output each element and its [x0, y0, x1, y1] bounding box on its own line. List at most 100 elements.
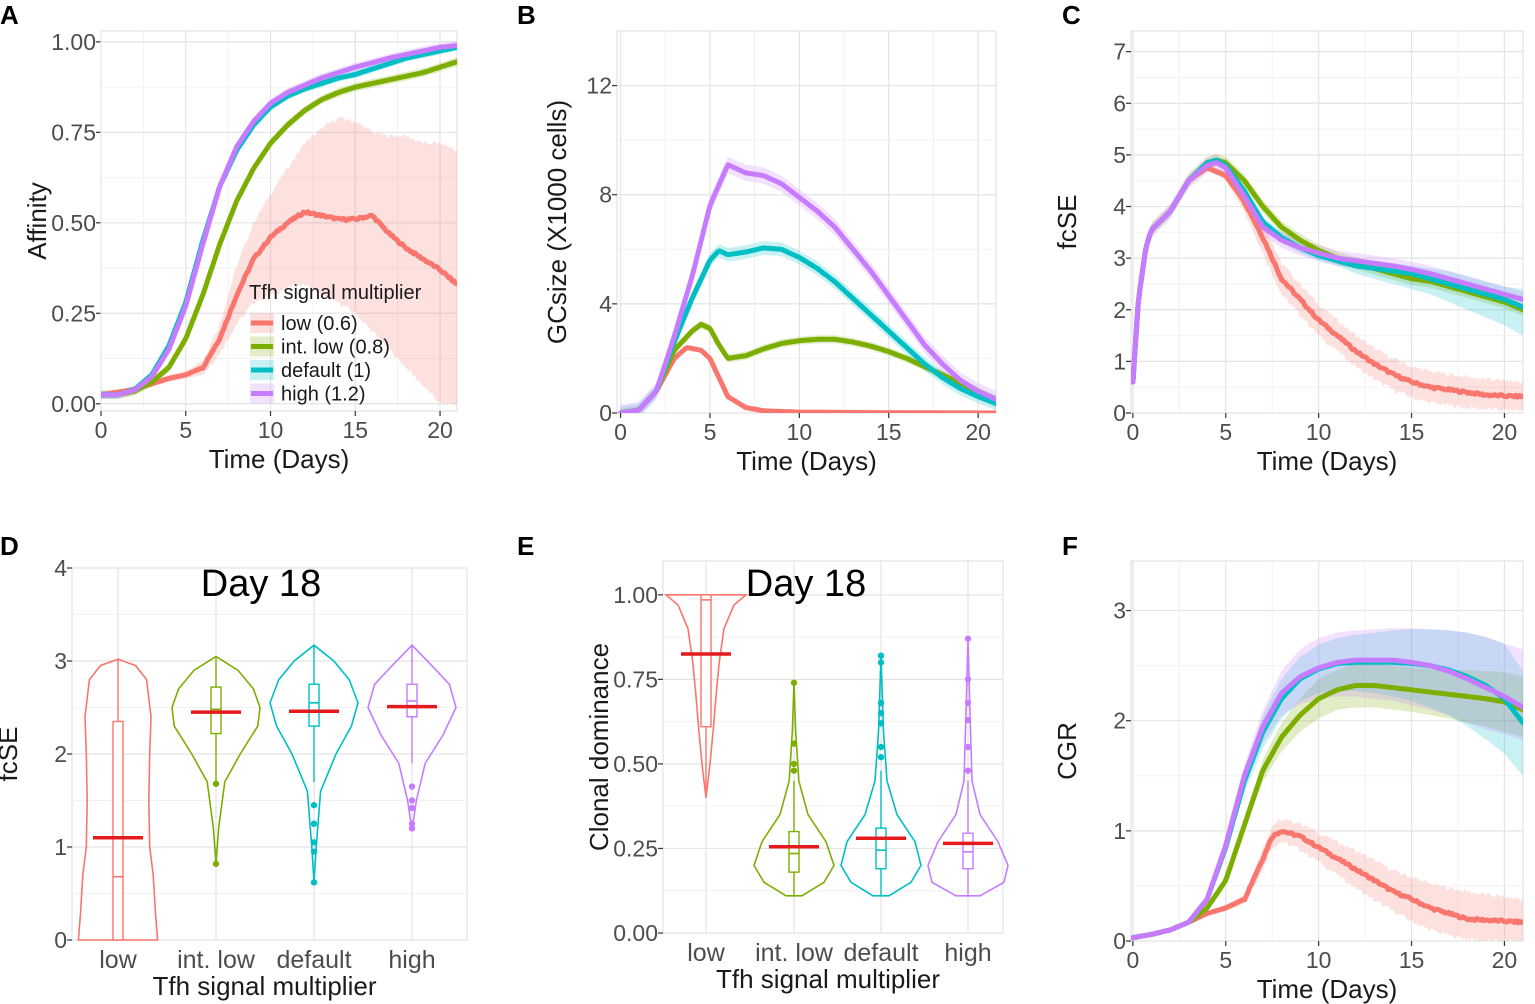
outlier-point — [877, 743, 885, 751]
outlier-point — [408, 825, 416, 832]
outlier-point — [964, 743, 972, 751]
series-group — [1131, 153, 1523, 413]
ci-band-default — [1132, 629, 1523, 938]
series-group — [1131, 628, 1523, 941]
iqr-box — [210, 686, 222, 735]
y-tick-label: 0.75 — [613, 666, 658, 692]
series-line-int — [1131, 683, 1523, 941]
y-tick-label: 0 — [1113, 928, 1126, 954]
outlier-point — [790, 740, 798, 747]
category-label: default — [276, 946, 351, 974]
y-tick-label: 0 — [599, 400, 612, 426]
y-tick-label: 2 — [1113, 297, 1126, 323]
plot-area — [662, 560, 1004, 934]
y-tick-label: 8 — [599, 182, 612, 208]
outlier-point — [964, 676, 972, 683]
panel-letter-c: C — [1062, 0, 1081, 30]
x-tick-label: 20 — [965, 419, 991, 445]
outlier-point — [310, 879, 318, 886]
series-line-low — [618, 345, 996, 413]
category-label: default — [843, 939, 918, 967]
y-tick-label: 0.75 — [51, 119, 96, 145]
y-tick-label: 1 — [1113, 818, 1126, 844]
violin-intlow — [753, 679, 835, 897]
x-tick-label: 15 — [876, 419, 902, 445]
y-tick-label: 3 — [54, 648, 67, 674]
legend-label: low (0.6) — [281, 313, 358, 335]
outlier-point — [790, 679, 798, 686]
y-axis-title: CGR — [1052, 722, 1082, 780]
category-label: low — [99, 946, 137, 974]
y-tick-label: 0.50 — [51, 210, 96, 236]
legend-title: Tfh signal multiplier — [249, 282, 422, 304]
panel-letter-d: D — [0, 531, 19, 561]
x-tick-label: 15 — [342, 417, 368, 443]
category-label: high — [944, 939, 991, 967]
ci-band-low — [101, 116, 457, 406]
y-tick-label: 12 — [586, 73, 612, 99]
x-tick-label: 0 — [614, 419, 627, 445]
y-tick-label: 2 — [1113, 708, 1126, 734]
iqr-box — [308, 683, 320, 727]
plot-area — [616, 30, 997, 414]
iqr-box — [112, 720, 124, 941]
y-tick-label: 1.00 — [613, 582, 658, 608]
chart-title: Day 18 — [201, 563, 321, 605]
outlier-point — [212, 860, 220, 867]
panel-b: 0 4 8 12 0 5 10 15 20 Time (Days) GCsize (X1000 ce… — [542, 30, 997, 476]
series-group — [618, 156, 996, 413]
category-label: int. low — [177, 946, 256, 974]
outlier-point — [877, 720, 885, 727]
x-axis-title: Tfh signal multiplier — [153, 971, 377, 1001]
y-tick-label: 0.25 — [51, 300, 96, 326]
outlier-point — [790, 767, 798, 774]
violin-outline — [753, 682, 835, 897]
x-axis-title: Tfh signal multiplier — [716, 964, 940, 994]
outlier-point — [408, 804, 416, 812]
legend: Tfh signal multiplier low (0.6)int. low (… — [249, 282, 422, 406]
violin-high — [927, 635, 1009, 897]
ci-band-low — [1132, 819, 1523, 941]
outlier-point — [212, 780, 220, 787]
iqr-box — [875, 827, 887, 870]
x-tick-label: 5 — [704, 419, 717, 445]
ci-band-high — [1132, 628, 1523, 938]
violin-default — [840, 652, 922, 897]
y-tick-label: 0.00 — [51, 391, 96, 417]
y-tick-label: 0 — [54, 927, 67, 953]
panel-letter-f: F — [1062, 531, 1078, 561]
violin-outline — [927, 638, 1009, 897]
outlier-point — [310, 820, 318, 827]
y-tick-label: 4 — [1113, 194, 1126, 220]
series-line-high — [1131, 657, 1523, 941]
violin-intlow — [171, 655, 261, 867]
outlier-point — [877, 709, 885, 717]
series-line-high — [618, 162, 996, 413]
legend-label: high (1.2) — [281, 384, 366, 406]
outlier-point — [310, 801, 318, 809]
y-axis-title: Affinity — [22, 182, 52, 260]
outlier-point — [877, 699, 885, 707]
outlier-point — [877, 652, 885, 659]
panel-a: 0.00 0.25 0.50 0.75 1.00 0 5 10 15 20 Time (Days) A… — [22, 29, 458, 474]
outlier-point — [310, 839, 318, 846]
panel-d: 0 1 2 3 4 low int. low default high Day 18 Tfh sig… — [0, 555, 468, 1001]
panel-f: 0 1 2 3 0 5 10 15 20 Time (Days) CGR — [1052, 560, 1524, 1004]
y-tick-label: 6 — [1113, 90, 1126, 116]
violin-outline — [840, 655, 922, 897]
ci-band-low — [1132, 165, 1523, 413]
y-tick-label: 4 — [599, 291, 612, 317]
violin-high — [367, 644, 457, 832]
y-tick-label: 0 — [1113, 400, 1126, 426]
outlier-point — [877, 753, 885, 761]
outlier-point — [964, 635, 972, 642]
series-line-high — [1131, 160, 1523, 385]
x-tick-label: 20 — [1492, 419, 1518, 445]
y-axis-title: fcSE — [1052, 195, 1082, 250]
y-tick-label: 0.00 — [613, 920, 658, 946]
category-label: high — [388, 946, 435, 974]
panel-c: 0 1 2 3 4 5 6 7 0 5 10 15 20 Time (Days) fcSE — [1052, 30, 1524, 476]
outlier-point — [310, 848, 318, 855]
